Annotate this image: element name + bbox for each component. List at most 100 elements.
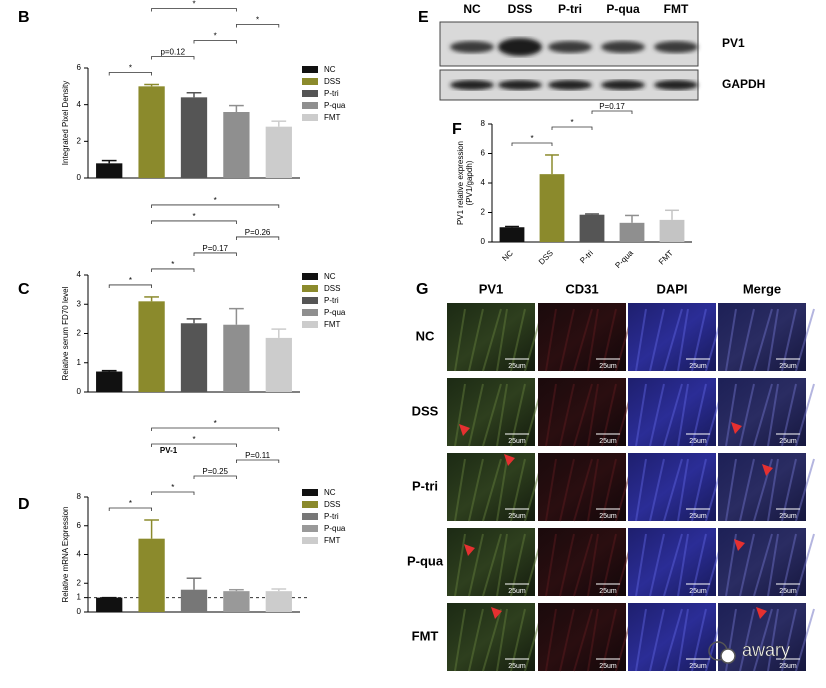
y-tick-label: 0	[77, 387, 82, 396]
y-axis-label: PV1 relative expression	[456, 141, 465, 225]
tissue-streak	[496, 383, 508, 447]
significance-bracket	[151, 56, 195, 60]
significance-label: *	[129, 64, 132, 73]
significance-bracket	[151, 491, 195, 495]
tissue-streak	[482, 308, 502, 372]
lane-label: P-qua	[606, 2, 640, 16]
legend-label: P-qua	[324, 524, 346, 533]
tissue-streak	[739, 608, 755, 672]
bar	[223, 112, 250, 178]
tissue-streak	[795, 533, 815, 597]
significance-bracket	[236, 459, 280, 463]
bar	[96, 597, 123, 612]
significance-bracket	[193, 252, 237, 256]
significance-bracket	[151, 427, 280, 431]
micrograph	[447, 378, 535, 446]
tissue-streak	[767, 383, 779, 447]
tissue-streak	[781, 458, 797, 522]
panel-label: C	[18, 281, 30, 298]
scale-bar-label: 25um	[689, 438, 707, 445]
significance-label: P=0.26	[245, 228, 271, 237]
significance-label: P=0.17	[599, 102, 625, 111]
tissue-streak	[677, 608, 689, 672]
lane-label: P-tri	[558, 2, 582, 16]
bar	[223, 324, 250, 392]
legend-swatch	[302, 513, 318, 520]
x-tick-label: NC	[500, 248, 515, 263]
micrograph	[718, 453, 806, 521]
scale-bar-label: 25um	[779, 438, 797, 445]
tissue-streak	[767, 608, 779, 672]
significance-bracket	[151, 204, 280, 208]
y-tick-label: 0	[77, 173, 82, 182]
blot-row-label: GAPDH	[722, 77, 765, 91]
y-tick-label: 2	[77, 578, 82, 587]
micrograph	[447, 303, 535, 371]
tissue-streak	[691, 608, 707, 672]
legend-label: NC	[324, 488, 336, 497]
micrograph	[447, 528, 535, 596]
arrowhead	[762, 464, 773, 476]
blot-band	[498, 80, 542, 90]
tissue-streak	[691, 458, 707, 522]
scale-bar-label: 25um	[508, 663, 526, 670]
tissue-streak	[663, 458, 683, 522]
legend-label: DSS	[324, 284, 340, 293]
arrowhead	[734, 539, 745, 551]
significance-label: *	[129, 499, 132, 508]
row-label: FMT	[412, 628, 439, 643]
scale-bar-label: 25um	[599, 588, 617, 595]
significance-label: *	[171, 483, 174, 492]
tissue-streak	[691, 308, 707, 372]
tissue-streak	[482, 383, 502, 447]
significance-label: p=0.12	[160, 48, 185, 57]
blot-band	[548, 41, 592, 53]
y-axis-label: Relative serum FD70 level	[61, 286, 70, 380]
chart-title: PV-1	[160, 446, 178, 455]
micrograph	[718, 528, 806, 596]
tissue-streak	[635, 608, 647, 672]
scale-bar-label: 25um	[599, 513, 617, 520]
bar	[96, 371, 123, 392]
blot-row-label: PV1	[722, 36, 745, 50]
tissue-streak	[573, 608, 593, 672]
row-label: P-qua	[407, 553, 444, 568]
legend-swatch	[302, 102, 318, 109]
legend-swatch	[302, 273, 318, 280]
tissue-streak	[753, 383, 773, 447]
column-label: PV1	[479, 281, 504, 296]
tissue-streak	[767, 533, 779, 597]
tissue-streak	[454, 308, 466, 372]
scale-bar-label: 25um	[508, 588, 526, 595]
y-tick-label: 4	[77, 550, 82, 559]
legend-swatch	[302, 309, 318, 316]
x-tick-label: FMT	[657, 248, 675, 266]
micrograph	[628, 378, 716, 446]
tissue-streak	[725, 383, 737, 447]
tissue-streak	[649, 608, 665, 672]
significance-bracket	[236, 236, 280, 240]
y-tick-label: 6	[77, 521, 82, 530]
micrograph	[538, 528, 626, 596]
tissue-streak	[510, 533, 526, 597]
x-tick-label: P-tri	[578, 248, 595, 265]
tissue-streak	[454, 458, 466, 522]
significance-label: *	[214, 32, 217, 41]
tissue-streak	[468, 383, 484, 447]
tissue-streak	[677, 308, 689, 372]
legend-label: P-qua	[324, 101, 346, 110]
bar	[579, 214, 605, 242]
scale-bar-label: 25um	[508, 513, 526, 520]
bar	[180, 323, 208, 392]
scale-bar-label: 25um	[599, 663, 617, 670]
scale-bar-label: 25um	[599, 363, 617, 370]
legend-swatch	[302, 78, 318, 85]
tissue-streak	[649, 308, 665, 372]
y-axis-label: Relative mRNA Expression	[61, 506, 70, 602]
micrograph	[447, 603, 535, 671]
panel-label: F	[452, 121, 462, 138]
significance-bracket	[193, 40, 237, 44]
tissue-streak	[635, 533, 647, 597]
blot-band	[654, 41, 698, 53]
